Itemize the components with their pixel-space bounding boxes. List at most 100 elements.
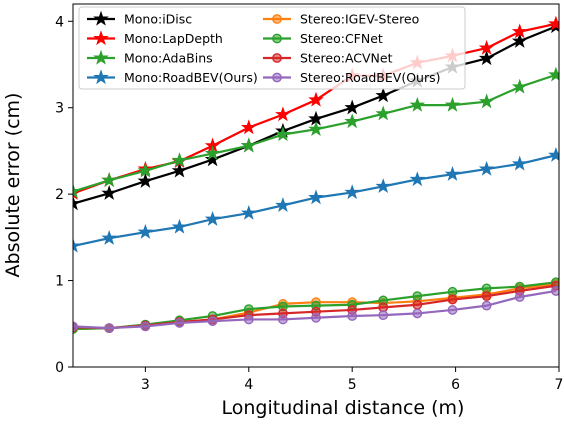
y-tick-label: 2 <box>55 187 64 203</box>
data-point <box>344 184 361 200</box>
data-point <box>171 218 188 234</box>
series-8 <box>73 286 559 334</box>
data-point <box>243 314 254 325</box>
legend-label: Mono:LapDepth <box>124 31 223 46</box>
data-point <box>412 308 423 319</box>
data-point <box>511 155 528 171</box>
data-point <box>204 145 221 161</box>
legend-item: Stereo:IGEV-Stereo <box>263 12 419 27</box>
legend-item: Mono:RoadBEV(Ours) <box>87 69 258 85</box>
data-point <box>240 119 257 135</box>
legend-marker <box>93 49 109 65</box>
data-point <box>412 299 423 310</box>
data-point <box>73 237 81 253</box>
data-point <box>308 91 324 107</box>
data-point <box>409 171 426 187</box>
data-point <box>137 162 154 178</box>
data-point <box>308 189 324 205</box>
data-point <box>347 311 358 321</box>
data-point <box>171 152 188 168</box>
axes: 3 4 5 6 7 0 1 2 3 4 <box>55 3 564 393</box>
data-point <box>204 151 221 167</box>
data-point <box>375 105 392 121</box>
data-point <box>311 312 321 323</box>
legend-marker <box>272 72 282 83</box>
data-point <box>478 39 495 55</box>
data-point <box>275 126 291 142</box>
legend-marker <box>272 33 282 44</box>
data-point <box>478 50 495 66</box>
data-point <box>344 113 361 129</box>
legend-marker <box>272 53 282 63</box>
legend-box <box>78 6 466 90</box>
data-point <box>511 78 528 94</box>
data-point <box>101 185 118 200</box>
x-axis-label: Longitudinal distance (m) <box>222 397 465 419</box>
data-point <box>548 15 559 31</box>
legend-marker <box>93 10 109 26</box>
y-axis-label: Absolute error (cm) <box>2 93 24 278</box>
data-point <box>514 292 525 302</box>
legend-item: Stereo:CFNet <box>263 31 383 46</box>
data-point <box>511 23 528 39</box>
data-point <box>174 318 185 328</box>
x-tick-label: 5 <box>348 377 357 393</box>
data-point <box>275 197 291 213</box>
data-point <box>481 291 492 302</box>
x-tick-label: 4 <box>244 377 253 393</box>
data-point <box>240 137 257 153</box>
data-point <box>278 314 288 325</box>
legend-label: Stereo:RoadBEV(Ours) <box>300 70 441 85</box>
data-point <box>73 183 81 199</box>
series-3 <box>73 66 559 199</box>
x-tick-label: 7 <box>555 377 564 393</box>
legend-marker <box>93 30 109 46</box>
legend-label: Mono:iDisc <box>124 12 192 27</box>
y-tick-label: 0 <box>55 360 64 376</box>
data-point <box>375 87 392 103</box>
data-point <box>478 93 495 109</box>
legend-label: Mono:RoadBEV(Ours) <box>124 70 258 85</box>
data-point <box>481 300 492 311</box>
x-tick-label: 6 <box>451 377 460 393</box>
data-point <box>308 121 324 136</box>
data-point <box>171 162 188 178</box>
plot-frame <box>72 3 560 368</box>
data-point <box>140 321 151 332</box>
data-point <box>275 106 291 122</box>
data-point <box>444 166 461 181</box>
y-tick-label: 1 <box>55 274 64 290</box>
y-tick-label: 4 <box>55 14 64 30</box>
data-point <box>378 310 389 321</box>
legend-label: Mono:AdaBins <box>124 51 213 66</box>
data-point <box>204 210 221 226</box>
data-point <box>478 160 495 176</box>
legend-item: Mono:iDisc <box>87 10 192 27</box>
legend-label: Stereo:IGEV-Stereo <box>300 12 419 27</box>
legend-marker <box>93 69 109 85</box>
data-point <box>240 204 257 220</box>
data-point <box>511 32 528 48</box>
data-point <box>444 96 461 112</box>
legend-item: Mono:AdaBins <box>87 49 213 66</box>
data-point <box>137 223 154 239</box>
data-point <box>344 99 361 115</box>
data-point <box>548 66 559 82</box>
data-point <box>409 96 426 112</box>
data-point <box>101 229 118 245</box>
legend: Mono:iDisc Mono:LapDepth Mono:AdaBins Mono:… <box>78 6 466 90</box>
series-4 <box>73 147 559 253</box>
y-tick-label: 3 <box>55 101 64 117</box>
series-1 <box>73 18 559 211</box>
legend-item: Mono:LapDepth <box>87 30 223 46</box>
data-point <box>104 323 115 334</box>
legend-item: Stereo:ACVNet <box>263 51 393 66</box>
data-point <box>550 286 559 296</box>
data-point <box>137 172 154 188</box>
data-point <box>101 172 118 187</box>
data-point <box>447 294 458 305</box>
data-point <box>548 147 559 162</box>
data-point <box>447 305 458 315</box>
